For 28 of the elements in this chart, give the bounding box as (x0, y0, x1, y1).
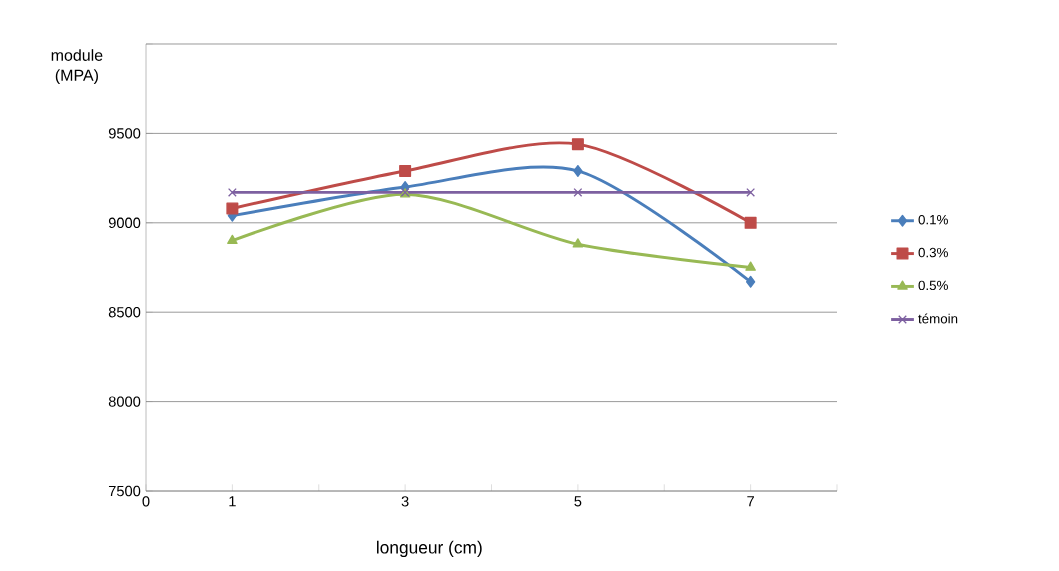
y-tick-label: 7500 (108, 485, 141, 497)
x-tick-label: 7 (747, 496, 754, 507)
x-tick-label: 1 (229, 496, 236, 507)
point (573, 164, 583, 177)
y-tick-label: 9000 (108, 217, 141, 228)
point (745, 261, 756, 271)
point (745, 275, 756, 288)
y-tick-label: 9500 (108, 128, 141, 139)
point (227, 187, 237, 197)
legend-label: 0.3% (918, 247, 948, 258)
legend-label: 0.1% (918, 214, 948, 225)
legend-label: témoin (918, 313, 958, 324)
point (573, 187, 583, 197)
point (572, 238, 584, 248)
x-axis-title: longueur (cm) (377, 540, 482, 558)
x-tick-label: 3 (401, 496, 409, 507)
y-axis-title: module (MPA) (51, 49, 103, 85)
point (571, 138, 584, 151)
x-tick-label: 5 (574, 496, 582, 507)
y-tick-label: 8500 (108, 307, 141, 318)
point (399, 164, 412, 177)
x-tick-label: 0 (142, 496, 150, 507)
point (226, 202, 239, 215)
point (746, 187, 756, 197)
y-tick-label: 8000 (108, 396, 141, 407)
point (227, 234, 238, 245)
point (744, 216, 757, 229)
legend-label: 0.5% (918, 280, 948, 291)
